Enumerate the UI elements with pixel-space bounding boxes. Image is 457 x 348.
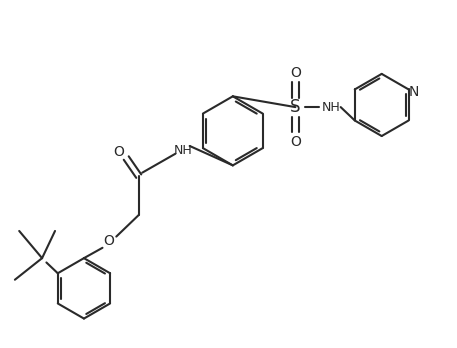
- Text: O: O: [290, 135, 301, 149]
- Text: N: N: [409, 85, 419, 98]
- Text: O: O: [113, 144, 124, 159]
- Text: S: S: [290, 98, 301, 116]
- Text: O: O: [290, 65, 301, 80]
- Text: NH: NH: [174, 144, 192, 157]
- Text: O: O: [103, 234, 114, 248]
- Text: NH: NH: [321, 101, 340, 113]
